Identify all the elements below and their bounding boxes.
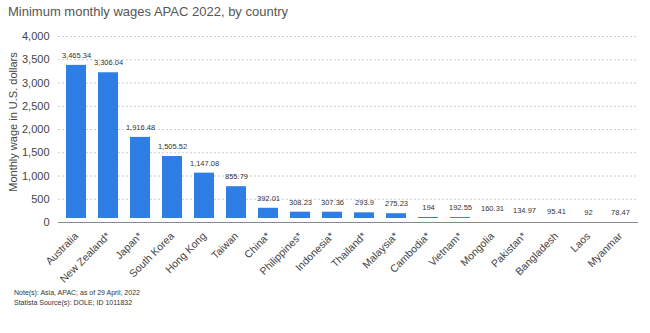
svg-text:Philippines*: Philippines* xyxy=(257,229,305,277)
svg-text:95.41: 95.41 xyxy=(547,207,566,216)
svg-text:308.23: 308.23 xyxy=(289,198,312,207)
svg-text:South Korea: South Korea xyxy=(126,229,177,280)
svg-text:855.79: 855.79 xyxy=(225,172,248,181)
svg-text:293.9: 293.9 xyxy=(355,198,374,207)
svg-text:1,916.48: 1,916.48 xyxy=(126,123,155,132)
svg-text:192.55: 192.55 xyxy=(449,203,472,212)
html-text:Statista Source(s): DOLE; ID 1: Statista Source(s): DOLE; ID 1011832 xyxy=(14,299,133,306)
html-text:Note(s): Asia, APAC; as of 29: Note(s): Asia, APAC; as of 29 April, 202… xyxy=(14,289,140,296)
svg-text:3,000: 3,000 xyxy=(22,77,50,89)
svg-text:New Zealand*: New Zealand* xyxy=(57,230,112,284)
svg-text:275.23: 275.23 xyxy=(385,199,408,208)
svg-text:500: 500 xyxy=(31,193,49,205)
svg-text:392.01: 392.01 xyxy=(257,194,280,203)
svg-text:3,500: 3,500 xyxy=(22,53,50,65)
svg-text:Australia: Australia xyxy=(42,229,81,267)
svg-text:1,147.08: 1,147.08 xyxy=(190,159,219,168)
svg-text:Mongolia: Mongolia xyxy=(457,229,497,269)
svg-text:160.31: 160.31 xyxy=(481,204,504,213)
svg-text:194: 194 xyxy=(422,203,435,212)
svg-text:3,306.04: 3,306.04 xyxy=(94,58,123,67)
svg-text:1,000: 1,000 xyxy=(22,170,50,182)
svg-text:Cambodia*: Cambodia* xyxy=(387,230,432,275)
svg-text:134.97: 134.97 xyxy=(513,206,536,215)
svg-text:2,500: 2,500 xyxy=(22,100,50,112)
svg-text:Myanmar: Myanmar xyxy=(585,229,625,269)
svg-text:307.36: 307.36 xyxy=(321,198,344,207)
svg-text:Malaysia*: Malaysia* xyxy=(359,229,401,271)
svg-text:92: 92 xyxy=(584,208,592,217)
svg-text:Bangladesh: Bangladesh xyxy=(513,230,561,278)
svg-text:Pakistan*: Pakistan* xyxy=(488,229,529,270)
svg-text:Laos: Laos xyxy=(568,230,593,255)
svg-text:1,505.52: 1,505.52 xyxy=(158,142,187,151)
svg-text:4,000: 4,000 xyxy=(22,30,50,42)
svg-text:Thailand*: Thailand* xyxy=(328,229,369,270)
svg-text:Japan*: Japan* xyxy=(112,229,145,262)
svg-text:Taiwan: Taiwan xyxy=(209,230,241,262)
svg-text:Hong Kong: Hong Kong xyxy=(163,230,209,276)
svg-text:0: 0 xyxy=(43,216,49,228)
svg-text:3,465.34: 3,465.34 xyxy=(62,51,91,60)
svg-text:78.47: 78.47 xyxy=(611,208,630,217)
svg-text:China*: China* xyxy=(242,230,273,261)
svg-text:Indonesia*: Indonesia* xyxy=(293,230,337,274)
svg-text:1,500: 1,500 xyxy=(22,146,50,158)
svg-text:Vietnam*: Vietnam* xyxy=(426,230,464,268)
html-text:Monthly wage in U.S. dollars: Monthly wage in U.S. dollars xyxy=(7,52,19,192)
svg-text:2,000: 2,000 xyxy=(22,123,50,135)
html-text:Minimum monthly wages APAC 202: Minimum monthly wages APAC 2022, by coun… xyxy=(8,4,289,19)
